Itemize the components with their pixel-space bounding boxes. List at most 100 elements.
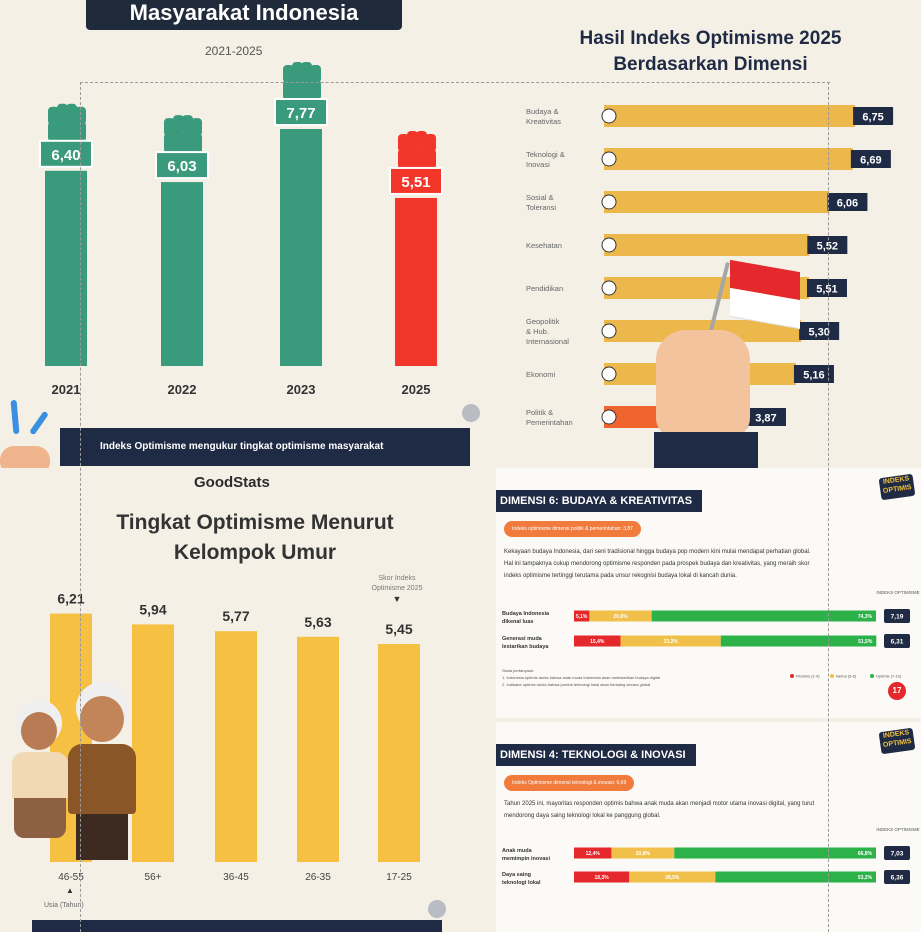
bar-segment xyxy=(674,847,876,859)
dimension-icon xyxy=(601,323,617,339)
note-line: Skala pertanyaan: xyxy=(502,668,534,673)
age-label: 26-35 xyxy=(305,872,331,883)
score-badge xyxy=(884,870,910,884)
elderly-woman-illustration xyxy=(8,700,72,860)
age-group-panel: GoodStats Tingkat Optimisme Menurut Kelo… xyxy=(0,468,496,932)
index-pill: Indeks Optimisme dimensi teknologi & ino… xyxy=(504,775,635,791)
guide-line xyxy=(80,82,81,932)
value-label: 5,94 xyxy=(139,601,166,617)
bar xyxy=(604,105,856,127)
bar-segment xyxy=(574,635,621,647)
category-label: Kreativitas xyxy=(526,117,561,126)
pin-icon xyxy=(462,404,480,422)
year-label: 2021 xyxy=(52,382,81,397)
index-pill: Indeks optimisme dimensi politik & pemer… xyxy=(504,521,641,537)
category-label: Ekonomi xyxy=(526,370,556,379)
note-line: 2. Indikator optimis dunia bahwa produk … xyxy=(502,682,650,687)
description-line: indeks optimisme tertinggi terutama pada… xyxy=(504,573,737,579)
score-label: 6,36 xyxy=(891,875,904,882)
legend-dot xyxy=(790,674,794,678)
value-label: 6,69 xyxy=(860,155,881,167)
segment-label: 74,3% xyxy=(858,614,873,620)
value-label: 5,52 xyxy=(817,241,838,253)
guide-line xyxy=(80,82,830,83)
score-badge xyxy=(884,609,910,623)
dimension-icon xyxy=(601,409,617,425)
category-label: Pendidikan xyxy=(526,284,563,293)
row-label: lestarikan budaya xyxy=(502,644,549,650)
segment-label: 18,3% xyxy=(595,875,610,881)
dimension-heading: DIMENSI 6: BUDAYA & KREATIVITAS xyxy=(496,490,703,512)
value-badge xyxy=(793,365,834,383)
page-badge: 17 xyxy=(888,682,906,700)
value-label: 5,45 xyxy=(385,621,412,637)
value-badge xyxy=(827,193,868,211)
value-label: 6,40 xyxy=(51,147,80,164)
category-label: Pemerintahan xyxy=(526,418,573,427)
value-badge xyxy=(807,236,848,254)
panel-title-line: Tingkat Optimisme Menurut xyxy=(116,511,394,534)
bar xyxy=(604,148,853,170)
category-label: Kesehatan xyxy=(526,241,562,250)
fist-icon xyxy=(398,130,436,170)
fist-icon xyxy=(283,62,321,102)
description-line: Kekayaan budaya Indonesia, dari seni tra… xyxy=(504,549,811,555)
row-label: Daya saing xyxy=(502,872,531,878)
segment-label: 66,8% xyxy=(858,851,873,857)
up-arrow-icon: ▲ xyxy=(66,886,74,895)
bar xyxy=(161,182,203,366)
score-header: INDEKS OPTIMISME xyxy=(876,827,919,832)
yearly-bar-chart: 6,40 2021 6,03 2022 7,77 2023 5,51 2025 xyxy=(39,62,443,397)
value-badge xyxy=(745,408,786,426)
category-label: Internasional xyxy=(526,337,569,346)
segment-label: 15,4% xyxy=(590,639,605,645)
dimension-icon xyxy=(601,237,617,253)
down-arrow-icon: ▼ xyxy=(392,594,402,604)
budaya-detail-panel: DIMENSI 6: BUDAYA & KREATIVITAS INDEKS O… xyxy=(496,468,921,718)
legend-dot xyxy=(870,674,874,678)
budaya-stacked-bars: INDEKS OPTIMISME Budaya Indonesia dikenal … xyxy=(502,590,920,687)
yearly-index-panel: Masyarakat Indonesia 2021-2025 6,40 2021 6… xyxy=(0,0,500,468)
value-label: 6,06 xyxy=(837,198,858,210)
age-label: 36-45 xyxy=(223,872,249,883)
segment-label: 28,5% xyxy=(665,875,680,881)
bar xyxy=(297,636,339,862)
fist-icon xyxy=(164,115,202,155)
annotation-line: Optimisme 2025 xyxy=(371,585,423,592)
description-text: Tahun 2025 ini, mayoritas responden opti… xyxy=(504,798,916,822)
row-label: Anak muda xyxy=(502,848,533,854)
panel-subtitle: 2021-2025 xyxy=(205,44,263,58)
bar xyxy=(604,234,810,256)
bar xyxy=(132,624,174,862)
score-header: INDEKS OPTIMISME xyxy=(876,590,919,595)
row-label: Generasi muda xyxy=(502,636,543,642)
fist-icon xyxy=(48,103,86,143)
dimension-icon xyxy=(601,151,617,167)
category-label: Sosial & xyxy=(526,193,554,202)
value-badge xyxy=(806,279,847,297)
elderly-man-illustration xyxy=(64,682,140,862)
score-label: 6,31 xyxy=(891,639,904,646)
value-badge xyxy=(389,166,443,195)
age-label: 17-25 xyxy=(386,872,412,883)
dimension-icon xyxy=(601,280,617,296)
bar xyxy=(395,197,437,366)
age-label: 46-55 xyxy=(58,872,84,883)
bar-segment xyxy=(574,610,590,622)
panel-title: Masyarakat Indonesia xyxy=(86,0,402,30)
value-badge xyxy=(850,150,891,168)
guide-line xyxy=(828,82,829,932)
teknologi-stacked-bars: INDEKS OPTIMISME Anak muda memimpin inovas… xyxy=(502,827,920,886)
bar xyxy=(215,631,257,862)
description-text: Kekayaan budaya Indonesia, dari seni tra… xyxy=(504,546,916,582)
age-axis-note: Usia (Tahun) xyxy=(44,902,84,909)
teknologi-detail-panel: DIMENSI 4: TEKNOLOGI & INOVASI INDEKS OP… xyxy=(496,722,921,932)
row-label: dikenal luas xyxy=(502,619,534,625)
category-label: Politik & xyxy=(526,408,553,417)
segment-label: 53,2% xyxy=(858,875,873,881)
score-label: 7,19 xyxy=(891,614,904,621)
segment-label: 33,2% xyxy=(664,639,679,645)
bar-segment xyxy=(620,635,721,647)
value-label: 5,77 xyxy=(222,608,249,624)
category-label: Teknologi & xyxy=(526,150,565,159)
